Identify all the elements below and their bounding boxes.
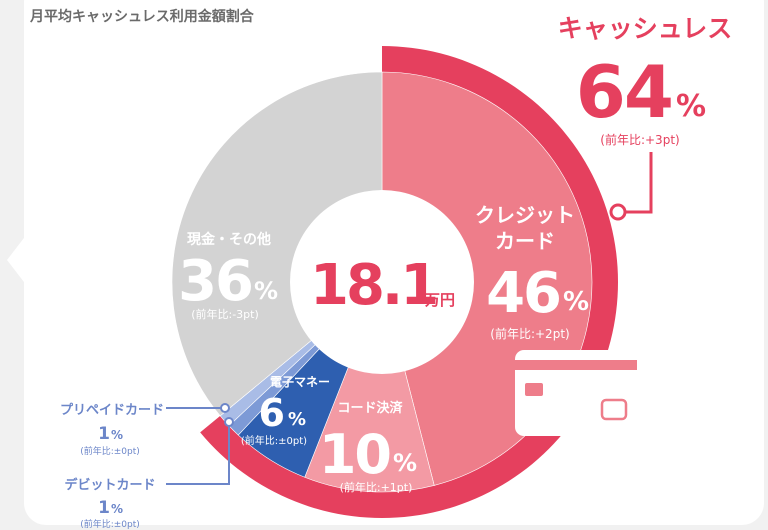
code-percent: % xyxy=(393,449,417,477)
emoney-percent: % xyxy=(288,409,306,430)
cashless-value: 64 xyxy=(576,50,672,134)
slice-cash xyxy=(171,71,383,417)
prepaid-change: (前年比:±0pt) xyxy=(80,445,140,457)
credit-label-line1: クレジット xyxy=(475,203,575,227)
prepaid-label: プリペイドカード xyxy=(60,403,164,418)
debit-label: デビットカード xyxy=(64,477,155,493)
emoney-value: 6 xyxy=(259,391,285,435)
cashless-leader-dot xyxy=(609,203,627,221)
prepaid-percent: % xyxy=(111,428,123,442)
center-amount: 18.1 xyxy=(310,253,436,318)
code-value: 10 xyxy=(319,423,390,486)
cash-percent: % xyxy=(254,277,278,305)
credit-value: 46 xyxy=(486,261,560,326)
speech-notch xyxy=(7,234,27,286)
cash-value: 36 xyxy=(178,249,252,314)
code-change: (前年比:+1pt) xyxy=(340,480,413,494)
slice-code xyxy=(304,281,435,493)
prepaid-leader-dot xyxy=(220,403,230,413)
center-hole xyxy=(290,190,474,374)
center-unit: 万円 xyxy=(424,291,455,309)
debit-change: (前年比:±0pt) xyxy=(80,518,140,530)
code-label: コード決済 xyxy=(337,400,403,416)
debit-percent: % xyxy=(111,502,123,516)
debit-leader-dot xyxy=(224,417,234,427)
cashless-label: キャッシュレス xyxy=(558,14,733,43)
credit-label-line2: カード xyxy=(495,229,555,253)
cashless-ring xyxy=(200,46,618,518)
credit-percent: % xyxy=(563,287,589,317)
emoney-change: (前年比:±0pt) xyxy=(241,434,307,447)
credit-change: (前年比:+2pt) xyxy=(490,326,569,341)
cashless-leader-line xyxy=(622,152,653,214)
credit-card-icon xyxy=(515,350,637,436)
debit-value: 1 xyxy=(98,498,110,518)
cashless-percent: % xyxy=(676,89,706,124)
prepaid-value: 1 xyxy=(98,424,110,444)
cash-change: (前年比:-3pt) xyxy=(191,307,259,321)
emoney-label: 電子マネー xyxy=(270,375,330,389)
chart-title: 月平均キャッシュレス利用金額割合 xyxy=(29,8,255,25)
cashless-change: (前年比:+3pt) xyxy=(600,132,679,147)
cash-label: 現金・その他 xyxy=(187,231,271,248)
debit-leader-line xyxy=(166,426,230,485)
